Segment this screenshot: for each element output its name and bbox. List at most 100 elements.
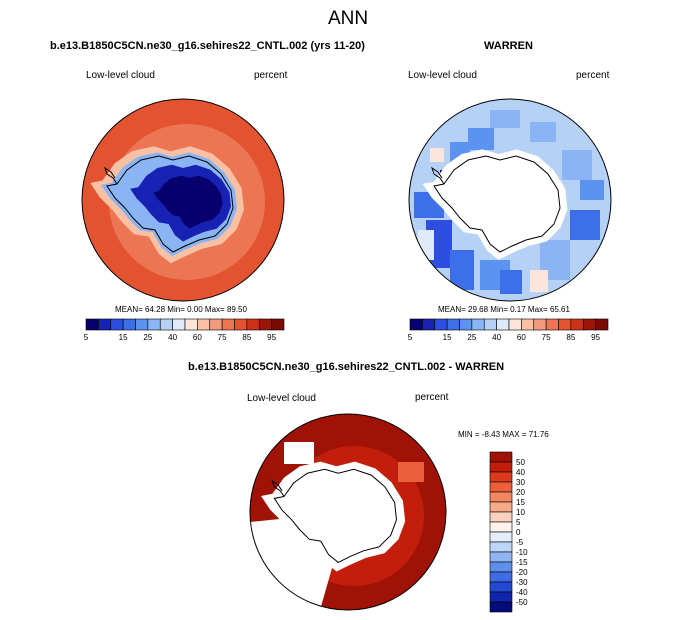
panel-2-patch [500,270,522,294]
panel-2-patch [580,180,604,200]
panel-3-colorbar-tick-label: 50 [516,458,525,467]
panel-1-colorbar-swatch [122,318,136,331]
panel-1-stats: MEAN= 64.28 Min= 0.00 Max= 89.50 [115,305,247,314]
panel-1-variable-label: Low-level cloud [86,70,155,81]
panel-2-peninsula [431,166,445,185]
panel-2-colorbar-swatch [582,318,596,331]
panel-1-min-label: Min= [167,305,185,314]
panel-1-colorbar-swatch [258,318,272,331]
panel-3-map-field [250,414,446,610]
panel-2-colorbar-swatch [570,318,584,331]
panel-3-colorbar-swatch [489,471,513,483]
panel-2-patch [530,270,548,292]
panel-1-colorbar-tick-label: 85 [242,333,251,342]
panel-1-colorbar-swatch [184,318,198,331]
panel-2-colorbar-swatch [533,318,547,331]
panel-3-colorbar-tick-label: -15 [516,558,528,567]
panel-3-colorbar-swatch [489,551,513,563]
panel-1-map-border [81,98,285,302]
panel-1-colorbar-swatch [246,318,260,331]
panel-3-colorbar-swatch [489,451,513,463]
panel-1-coastline [106,155,234,253]
panel-2-colorbar-tick-label: 40 [492,333,501,342]
panel-1-colorbar-swatch [159,318,173,331]
panel-2-colorbar-swatch [434,318,448,331]
panel-2-patch [562,150,592,180]
panel-2-colorbar-swatch [496,318,510,331]
panel-1-colorbar-swatch [209,318,223,331]
panel-1-mean-label: MEAN= [115,305,143,314]
panel-3-variable-label: Low-level cloud [247,393,316,404]
panel-2-colorbar-swatch [595,318,609,331]
panel-3-colorbar-tick-label: 10 [516,508,525,517]
panel-2-colorbar-swatch [471,318,485,331]
panel-3-colorbar-swatch [489,501,513,513]
panel-3-colorbar-swatch [489,591,513,603]
panel-2-mean-label: MEAN= [438,305,466,314]
panel-1-colorbar-swatch [197,318,211,331]
panel-3-peninsula [271,479,285,497]
panel-2-variable-label: Low-level cloud [408,70,477,81]
panel-2-colorbar-swatch [446,318,460,331]
panel-2-colorbar-tick-label: 15 [443,333,452,342]
panel-3-colorbar-tick-label: 15 [516,498,525,507]
panel-2-patch [430,148,444,162]
panel-3-map-border [249,413,447,611]
panel-2-patch [530,122,556,142]
panel-2-colorbar-tick-label: 95 [591,333,600,342]
panel-3-min-value: -8.43 [481,430,501,439]
panel-2-stats: MEAN= 29.68 Min= 0.17 Max= 65.61 [438,305,570,314]
panel-2-mean-value: 29.68 [468,305,489,314]
panel-2-colorbar-swatch [558,318,572,331]
panel-2-colorbar-tick-label: 75 [542,333,551,342]
panel-3-colorbar-swatch [489,521,513,533]
panel-1-colorbar-tick-label: 95 [267,333,276,342]
panel-3-min-label: MIN = [458,430,480,439]
panel-1-colorbar-swatch [221,318,235,331]
panel-3-title: b.e13.B1850C5CN.ne30_g16.sehires22_CNTL.… [188,361,505,373]
panel-1-min-value: 0.00 [187,305,203,314]
panel-1-colorbar-tick-label: 25 [143,333,152,342]
page-title: ANN [327,8,369,29]
panel-3-map [249,413,447,611]
panel-2-units-label: percent [576,70,610,81]
panel-3-missing-patch [284,442,314,464]
panel-2-colorbar-tick-label: 60 [517,333,526,342]
panel-3-colorbar-tick-label: 5 [516,518,521,527]
panel-2-patch [490,110,520,128]
panel-3-colorbar-swatch [489,491,513,503]
panel-3-colorbar-tick-label: -40 [516,588,528,597]
panel-1-colorbar-swatch [147,318,161,331]
panel-2-colorbar-swatch [521,318,535,331]
panel-2-map-border [408,98,612,302]
panel-1-colorbar-swatch [110,318,124,331]
panel-2-colorbar-swatch [459,318,473,331]
panel-3-patch [398,462,424,482]
panel-3-colorbar-tick-label: -5 [516,538,524,547]
panel-3-land-missing [261,461,406,572]
panel-1-mean-value: 64.28 [145,305,166,314]
panel-3-colorbar-swatch [489,511,513,523]
panel-2-map-field [409,99,611,301]
panel-1-colorbar-swatch [172,318,186,331]
panel-2-max-label: Max= [527,305,548,314]
panel-1-units-label: percent [254,70,288,81]
panel-3-units-label: percent [415,392,449,403]
panel-2-map [408,98,612,302]
panel-2-colorbar-swatch [422,318,436,331]
panel-3-colorbar-tick-label: -30 [516,578,528,587]
panel-3-colorbar-tick-label: 0 [516,528,521,537]
panel-2-colorbar-swatch [409,318,423,331]
panel-1-colorbar-tick-label: 40 [168,333,177,342]
panel-3-colorbar-swatch [489,541,513,553]
panel-3-colorbar-swatch [489,571,513,583]
panel-1-colorbar-tick-label: 75 [218,333,227,342]
panel-1-peninsula [104,166,118,185]
panel-2-colorbar-swatch [545,318,559,331]
panel-3-colorbar-tick-label: -10 [516,548,528,557]
panel-1-title: b.e13.B1850C5CN.ne30_g16.sehires22_CNTL.… [50,40,365,52]
panel-2-patch [450,250,474,290]
panel-2-title: WARREN [484,40,533,52]
panel-2-colorbar-swatch [508,318,522,331]
